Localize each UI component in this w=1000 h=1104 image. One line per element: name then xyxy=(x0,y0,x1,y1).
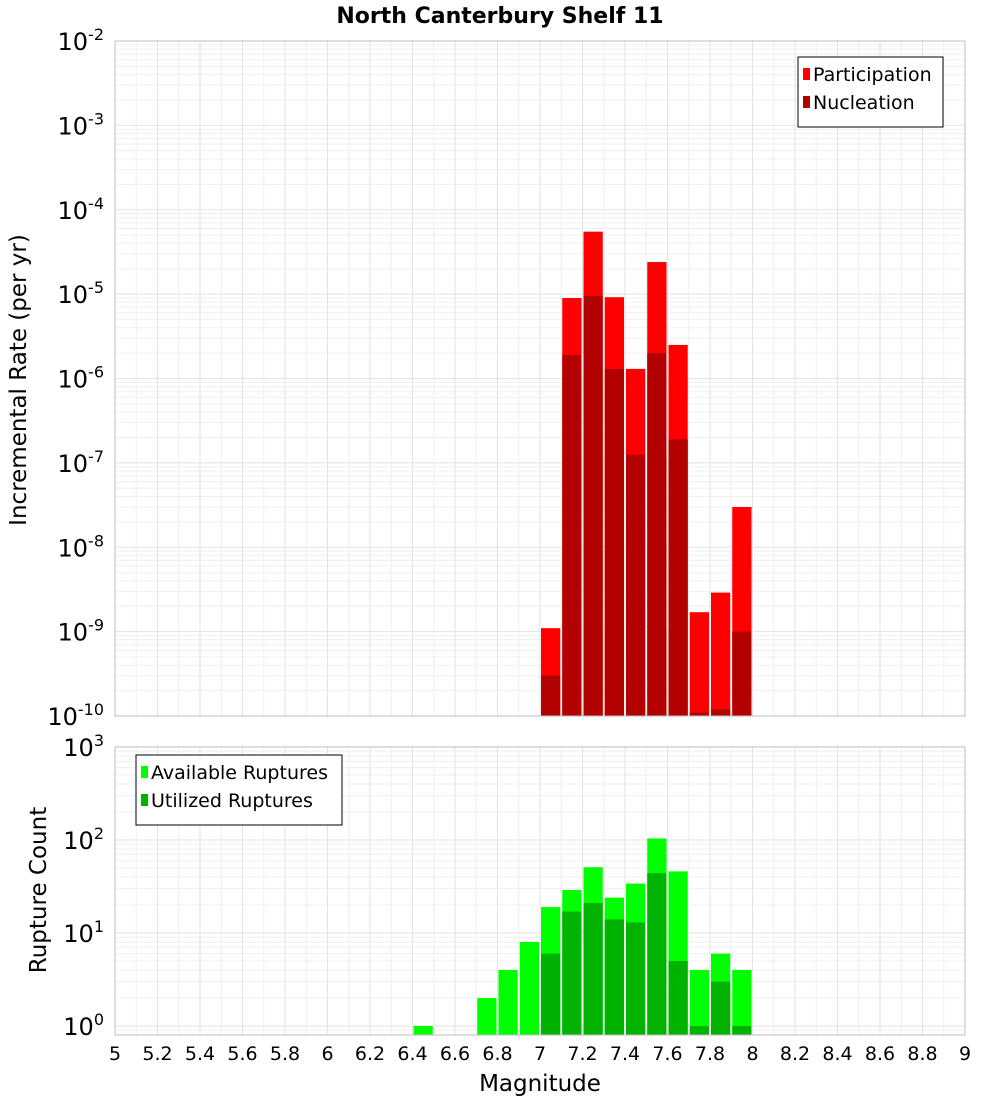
count-plot-frame xyxy=(114,746,966,1036)
x-axis-label: Magnitude xyxy=(479,1071,601,1097)
rate-bar-secondary xyxy=(604,368,624,716)
rate-y-tick-label: 10-10 xyxy=(47,700,104,731)
count-bar-primary xyxy=(732,969,752,1035)
rate-y-tick-label: 10-8 xyxy=(58,531,105,562)
rate-bar-secondary xyxy=(626,454,646,716)
x-tick-label: 5 xyxy=(109,1043,121,1065)
rate-plot: 10-10 10-9 10-8 10-7 10-6 10-5 10-4 10-3 10-2 Par… xyxy=(47,25,966,731)
x-tick-label: 7.2 xyxy=(567,1043,597,1065)
x-tick-label: 8.2 xyxy=(780,1043,810,1065)
rate-bar-secondary xyxy=(562,354,582,716)
count-y-tick-label: 100 xyxy=(63,1010,104,1041)
count-bar-secondary xyxy=(668,960,688,1035)
count-bar-primary xyxy=(689,969,709,1035)
x-tick-label: 5.4 xyxy=(185,1043,215,1065)
rate-bar-secondary xyxy=(689,712,709,716)
x-tick-label: 6.4 xyxy=(397,1043,427,1065)
rate-y-tick-label: 10-5 xyxy=(58,278,105,309)
rate-bar-secondary xyxy=(583,296,603,716)
x-tick-label: 5.8 xyxy=(270,1043,300,1065)
rate-legend-label: Nucleation xyxy=(813,92,915,114)
count-bar-secondary xyxy=(604,919,624,1035)
x-tick-label: 7.8 xyxy=(695,1043,725,1065)
x-tick-label: 5.6 xyxy=(227,1043,257,1065)
x-tick-label: 6.8 xyxy=(482,1043,512,1065)
rate-bar-primary xyxy=(689,612,709,716)
count-y-tick-label: 101 xyxy=(63,917,104,948)
count-bar-primary xyxy=(519,942,539,1035)
rate-legend-swatch xyxy=(803,68,810,80)
x-tick-label: 7.4 xyxy=(610,1043,640,1065)
rate-y-tick-label: 10-7 xyxy=(58,447,105,478)
count-legend-label: Available Ruptures xyxy=(151,762,328,784)
rate-legend-label: Participation xyxy=(813,64,932,86)
count-bar-secondary xyxy=(711,981,731,1035)
rate-bar-secondary xyxy=(668,439,688,716)
rate-bar-secondary xyxy=(541,675,561,716)
rate-bar-primary xyxy=(711,592,731,716)
x-tick-label: 6.2 xyxy=(355,1043,385,1065)
count-bar-primary xyxy=(477,997,497,1035)
rate-y-tick-label: 10-6 xyxy=(58,363,105,394)
x-tick-label: 8 xyxy=(746,1043,758,1065)
count-bar-primary xyxy=(413,1025,433,1035)
count-bar-secondary xyxy=(626,922,646,1035)
rate-y-axis-label: Incremental Rate (per yr) xyxy=(6,234,32,526)
count-legend-swatch xyxy=(141,794,148,806)
count-y-axis-label: Rupture Count xyxy=(26,807,52,973)
x-tick-label: 5.2 xyxy=(142,1043,172,1065)
rate-plot-frame xyxy=(114,40,966,717)
x-tick-label: 6 xyxy=(321,1043,333,1065)
x-tick-label: 8.4 xyxy=(822,1043,852,1065)
rate-y-tick-label: 10-3 xyxy=(58,109,105,140)
x-tick-label: 7 xyxy=(534,1043,546,1065)
rate-bar-secondary xyxy=(711,709,731,716)
count-legend xyxy=(135,754,343,826)
rate-legend-swatch xyxy=(803,96,810,108)
count-y-tick-label: 103 xyxy=(63,731,104,762)
x-tick-label: 7.6 xyxy=(652,1043,682,1065)
count-bar-secondary xyxy=(689,1025,709,1035)
rate-y-tick-label: 10-2 xyxy=(58,25,105,56)
count-y-tick-label: 102 xyxy=(63,824,104,855)
count-bar-primary xyxy=(498,969,518,1035)
count-bar-secondary xyxy=(583,903,603,1035)
count-legend-swatch xyxy=(141,766,148,778)
count-bar-secondary xyxy=(647,873,667,1035)
count-bar-secondary xyxy=(541,953,561,1035)
chart-title: North Canterbury Shelf 11 xyxy=(336,4,663,29)
rate-y-tick-label: 10-9 xyxy=(58,616,105,647)
x-tick-label: 8.8 xyxy=(907,1043,937,1065)
rate-legend xyxy=(797,56,944,128)
rate-bar-secondary xyxy=(732,631,752,716)
x-tick-label: 9 xyxy=(959,1043,971,1065)
x-tick-label: 6.6 xyxy=(440,1043,470,1065)
x-tick-label: 8.6 xyxy=(865,1043,895,1065)
count-legend-label: Utilized Ruptures xyxy=(151,790,313,812)
count-bar-secondary xyxy=(732,1025,752,1035)
rate-bar-secondary xyxy=(647,353,667,716)
count-bar-secondary xyxy=(562,911,582,1035)
rate-y-tick-label: 10-4 xyxy=(58,194,105,225)
